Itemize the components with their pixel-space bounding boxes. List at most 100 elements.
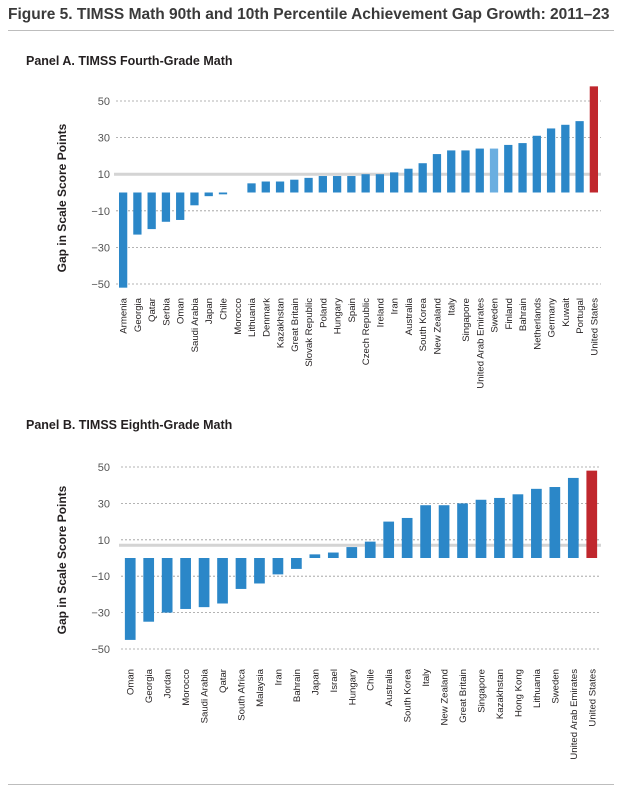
panel-a-bar-bahrain	[518, 143, 527, 193]
panel-b-bar-japan	[309, 554, 321, 558]
panel-a-bar-armenia	[118, 192, 128, 288]
panel-a-category-label: Lithuania	[247, 297, 258, 337]
panel-a-category-label: Bahrain	[518, 298, 529, 331]
panel-a-category-label: Singapore	[461, 298, 472, 342]
panel-a-category-label: Great Britain	[290, 298, 301, 352]
panel-a-bar-finland	[504, 144, 513, 193]
panel-a-category-label: Armenia	[119, 297, 130, 333]
panel-a-bar-kazakhstan	[275, 181, 285, 193]
panel-a-category-label: New Zealand	[432, 298, 443, 355]
panel-b-bar-united-states	[586, 470, 598, 558]
panel-a-y-tick-label: −10	[91, 206, 110, 218]
panel-a-title: Panel A. TIMSS Fourth-Grade Math	[26, 54, 233, 68]
panel-a-bar-south-korea	[418, 163, 427, 193]
panel-a-category-label: Serbia	[161, 297, 172, 325]
panel-a-category-label: Portugal	[575, 298, 586, 334]
panel-b-category-label: Georgia	[144, 668, 155, 703]
panel-a-category-label: Netherlands	[532, 298, 543, 350]
panel-a-bar-czech-republic	[361, 174, 370, 193]
panel-a-category-label: Saudi Arabia	[190, 297, 201, 352]
panel-b-bar-qatar	[217, 558, 228, 604]
panel-b-category-label: Qatar	[218, 668, 229, 693]
panel-a-bar-singapore	[461, 150, 470, 193]
panel-b-bar-south-korea	[401, 517, 413, 558]
panel-b-title: Panel B. TIMSS Eighth-Grade Math	[26, 418, 233, 432]
panel-b-bar-hungary	[346, 547, 358, 558]
panel-b-category-label: Morocco	[181, 669, 192, 706]
panel-a-bar-germany	[546, 128, 556, 193]
panel-a-category-label: Finland	[504, 298, 515, 329]
panel-b-category-label: Singapore	[477, 669, 488, 713]
panel-a-category-label: Qatar	[147, 297, 158, 322]
panel-b-y-tick-label: −30	[91, 608, 110, 620]
panel-b-bar-georgia	[143, 558, 155, 622]
panel-a-category-label: Denmark	[261, 298, 272, 337]
panel-b-y-tick-label: −50	[91, 644, 110, 656]
panel-a-category-label: Poland	[318, 298, 329, 328]
panel-b-category-label: United States	[587, 669, 598, 727]
panel-b-category-label: Kazakhstan	[495, 669, 506, 719]
panel-a-chart: 50 30 10 −10 −30 −50 Armenia Georgia Qatar Serbia…	[91, 86, 601, 389]
panel-a-category-label: Morocco	[233, 298, 244, 335]
panel-b-category-label: Malaysia	[255, 668, 266, 707]
panel-a-bar-japan	[204, 192, 213, 197]
panel-b-category-label: Australia	[384, 668, 395, 706]
panel-b-bar-kazakhstan	[494, 497, 505, 558]
panel-b-category-label: Hong Kong	[513, 669, 524, 717]
panel-a-y-tick-label: 50	[98, 96, 110, 108]
panel-b-bar-united-arab-emirates	[567, 477, 579, 558]
figure-title: Figure 5. TIMSS Math 90th and 10th Perce…	[8, 6, 610, 23]
panel-b-category-label: South Africa	[237, 668, 248, 720]
panel-b-category-label: Japan	[310, 669, 321, 695]
panel-b-category-label: Iran	[273, 669, 284, 686]
panel-a-y-tick-label: −50	[91, 279, 110, 291]
panel-a-category-label: Slovak Republic	[304, 298, 315, 367]
panel-a-bar-spain	[347, 176, 356, 193]
panel-a-bar-new-zealand	[432, 154, 442, 193]
panel-b-category-label: Jordan	[163, 669, 174, 698]
panel-a-bar-portugal	[575, 121, 584, 193]
panel-b-category-label: Chile	[366, 669, 377, 691]
panel-b-bar-sweden	[549, 487, 561, 558]
panel-a-bar-oman	[176, 192, 185, 220]
panel-b-y-tick-label: −10	[91, 571, 110, 583]
panel-b-y-tick-label: 30	[98, 498, 110, 510]
panel-b-chart: 50 30 10 −10 −30 −50 Oman Georgia Jordan Morocco S…	[91, 462, 601, 760]
panel-a-y-tick-label: 30	[98, 133, 110, 145]
panel-b-bar-bahrain	[291, 558, 302, 569]
panel-a-bar-poland	[318, 176, 327, 193]
panel-a-category-label: Kuwait	[561, 298, 572, 327]
panel-b-bar-saudi-arabia	[198, 558, 210, 608]
panel-a-bar-united-arab-emirates	[475, 148, 484, 193]
panel-a-category-label: Georgia	[133, 297, 144, 332]
panel-b-category-label: Israel	[329, 669, 340, 692]
panel-b-bar-oman	[124, 558, 136, 640]
panel-b-bar-israel	[327, 552, 339, 558]
panel-b-y-tick-label: 10	[98, 535, 110, 547]
panel-a-category-label: Ireland	[375, 298, 386, 327]
panel-b-bar-jordan	[161, 558, 173, 613]
panel-a-bar-saudi-arabia	[190, 192, 199, 206]
panel-a-category-label: Japan	[204, 298, 215, 324]
panel-b-category-label: Great Britain	[458, 669, 469, 723]
panel-a-bar-great-britain	[290, 179, 299, 193]
panel-a-category-label: South Korea	[418, 297, 429, 351]
panel-a-bar-serbia	[161, 192, 171, 222]
panel-a-bar-ireland	[375, 174, 385, 193]
panel-b-bar-italy	[420, 505, 431, 558]
panel-a-category-label: Oman	[176, 298, 187, 324]
panel-a-category-label: United Arab Emirates	[475, 298, 486, 389]
panel-a-bar-lithuania	[247, 183, 256, 193]
panel-b-bar-great-britain	[457, 503, 468, 558]
panel-a-bar-qatar	[147, 192, 156, 230]
panel-a-category-label: Germany	[547, 298, 558, 338]
panel-a-category-label: Iran	[390, 298, 401, 315]
panel-b-bar-new-zealand	[438, 505, 450, 558]
panel-b-bar-lithuania	[531, 488, 542, 558]
panel-a-category-label: United States	[589, 298, 600, 356]
panel-a-category-label: Czech Republic	[361, 298, 372, 365]
panel-a-category-label: Sweden	[490, 298, 501, 333]
panel-b-category-label: Saudi Arabia	[200, 668, 211, 723]
bottom-divider	[8, 784, 614, 785]
panel-a-bar-australia	[404, 168, 413, 193]
